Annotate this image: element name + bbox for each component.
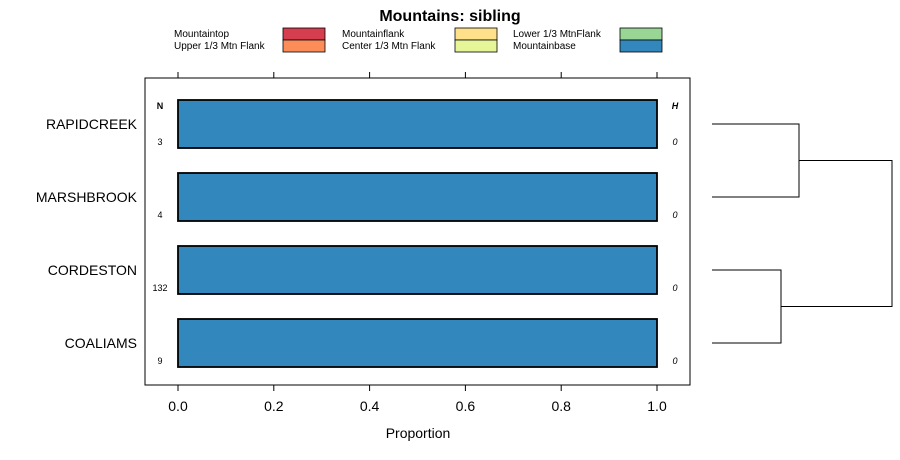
legend-swatch-lower-1-3-mtnflank (619, 27, 663, 41)
h-value-marshbrook: 0 (672, 210, 677, 220)
bars: RAPIDCREEK 3 0 MARSHBROOK 4 0 CORDESTON 132 0 COA… (36, 99, 678, 368)
bar-coaliams-mountainbase (177, 318, 658, 368)
legend-swatch-mountaintop (282, 27, 326, 41)
bar-rapidcreek-mountainbase (177, 99, 658, 149)
legend-label-lower-1-3-mtnflank: Lower 1/3 MtnFlank (513, 29, 602, 40)
category-label-cordeston: CORDESTON (48, 262, 137, 278)
dendrogram-root (781, 160, 893, 307)
legend-label-mountaintop: Mountaintop (174, 29, 229, 40)
tick-label-0-4: 0.4 (360, 398, 380, 414)
h-value-rapidcreek: 0 (672, 137, 677, 147)
x-axis: 0.0 0.2 0.4 0.6 0.8 1.0 (168, 72, 667, 414)
legend-label-mountainbase: Mountainbase (513, 41, 576, 52)
category-label-coaliams: COALIAMS (65, 335, 137, 351)
tick-label-0-6: 0.6 (456, 398, 476, 414)
dendrogram-branch-cluster-1 (712, 123, 800, 198)
bar-cordeston-mountainbase (177, 245, 658, 295)
n-header: N (157, 101, 164, 111)
category-label-rapidcreek: RAPIDCREEK (46, 116, 138, 132)
tick-label-1-0: 1.0 (647, 398, 667, 414)
legend-label-mountainflank: Mountainflank (342, 29, 405, 40)
h-value-cordeston: 0 (672, 283, 677, 293)
legend-swatch-upper-1-3-mtn-flank (282, 39, 326, 53)
n-value-marshbrook: 4 (157, 210, 162, 220)
bar-marshbrook-mountainbase (177, 172, 658, 222)
h-header: H (672, 101, 679, 111)
tick-label-0-0: 0.0 (168, 398, 188, 414)
chart-title: Mountains: sibling (379, 8, 520, 25)
tick-label-0-8: 0.8 (551, 398, 571, 414)
legend-label-upper-1-3-mtn-flank: Upper 1/3 Mtn Flank (174, 41, 266, 52)
n-value-cordeston: 132 (152, 283, 167, 293)
category-label-marshbrook: MARSHBROOK (36, 189, 138, 205)
n-value-coaliams: 9 (157, 356, 162, 366)
dendrogram-branch-cluster-2 (712, 269, 782, 344)
legend-label-center-1-3-mtn-flank: Center 1/3 Mtn Flank (342, 41, 436, 52)
tick-label-0-2: 0.2 (264, 398, 284, 414)
x-axis-label: Proportion (386, 425, 451, 441)
legend-swatch-mountainflank (454, 27, 498, 41)
plot-frame (144, 77, 691, 386)
legend-swatch-center-1-3-mtn-flank (454, 39, 498, 53)
dendrogram (712, 123, 893, 344)
h-value-coaliams: 0 (672, 356, 677, 366)
legend-swatch-mountainbase (619, 39, 663, 53)
n-value-rapidcreek: 3 (157, 137, 162, 147)
